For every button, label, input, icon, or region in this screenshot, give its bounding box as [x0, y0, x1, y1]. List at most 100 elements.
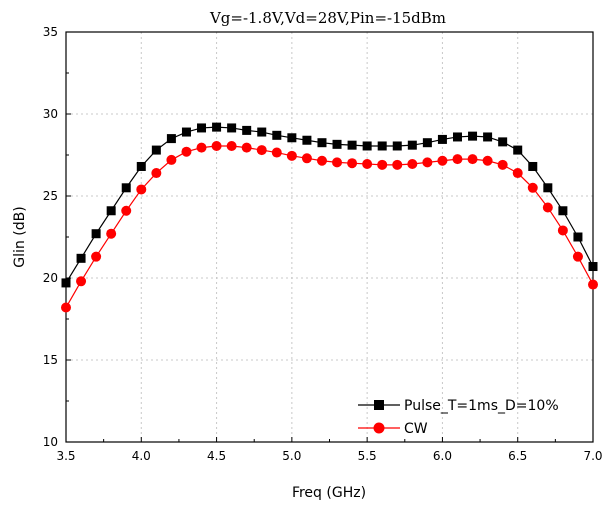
data-point-pulse: [272, 130, 282, 140]
data-point-cw: [241, 142, 252, 153]
data-point-cw: [196, 142, 207, 153]
series-group: [61, 122, 598, 313]
data-point-cw: [61, 302, 71, 313]
chart-title: Vg=-1.8V,Vd=28V,Pin=-15dBm: [209, 9, 446, 27]
data-point-pulse: [212, 122, 222, 132]
data-point-cw: [181, 146, 192, 157]
data-point-cw: [467, 154, 478, 165]
data-point-pulse: [588, 262, 598, 272]
grid: [66, 32, 593, 442]
data-point-cw: [316, 155, 327, 166]
data-point-cw: [301, 153, 312, 164]
data-point-pulse: [573, 232, 583, 242]
y-tick-label: 35: [43, 25, 58, 39]
data-point-cw: [392, 159, 403, 170]
data-point-pulse: [257, 127, 267, 137]
y-tick-label: 10: [43, 435, 58, 449]
data-point-cw: [166, 154, 177, 165]
y-axis-label: Glin (dB): [12, 206, 28, 267]
data-point-cw: [347, 158, 358, 169]
data-point-cw: [121, 205, 132, 216]
data-point-cw: [482, 155, 493, 166]
data-point-pulse: [106, 206, 116, 216]
data-point-pulse: [227, 123, 237, 133]
x-tick-label: 4.0: [132, 449, 151, 463]
data-point-pulse: [332, 139, 342, 149]
data-point-cw: [271, 147, 282, 158]
data-point-cw: [332, 157, 343, 168]
x-tick-label: 6.5: [508, 449, 527, 463]
data-point-pulse: [287, 133, 297, 143]
legend-label-cw: CW: [404, 421, 428, 437]
data-point-pulse: [377, 141, 387, 151]
data-point-cw: [151, 168, 162, 179]
data-point-cw: [527, 182, 538, 193]
y-axis: 10 15 20 25 30 35: [43, 25, 71, 449]
x-tick-label: 7.0: [583, 449, 602, 463]
data-point-pulse: [558, 206, 568, 216]
data-point-cw: [437, 155, 448, 166]
x-tick-label: 5.0: [282, 449, 301, 463]
data-point-pulse: [392, 141, 402, 151]
data-point-cw: [497, 159, 508, 170]
data-point-cw: [136, 184, 147, 195]
data-point-pulse: [513, 145, 523, 155]
data-point-cw: [226, 140, 237, 151]
data-point-cw: [76, 276, 87, 287]
x-tick-label: 6.0: [433, 449, 452, 463]
data-point-cw: [362, 159, 373, 170]
data-point-pulse: [242, 125, 252, 135]
legend: Pulse_T=1ms_D=10% CW: [358, 398, 559, 437]
data-point-pulse: [181, 127, 191, 137]
data-point-pulse: [452, 132, 462, 142]
data-point-cw: [588, 279, 598, 290]
x-axis-label: Freq (GHz): [292, 485, 366, 501]
data-point-pulse: [468, 131, 478, 141]
legend-label-pulse: Pulse_T=1ms_D=10%: [404, 398, 559, 414]
x-tick-label: 3.5: [56, 449, 75, 463]
y-tick-label: 15: [43, 353, 58, 367]
x-tick-label: 4.5: [207, 449, 226, 463]
data-point-pulse: [197, 123, 207, 133]
data-point-cw: [256, 145, 267, 156]
data-point-pulse: [61, 278, 71, 288]
data-point-cw: [377, 159, 388, 170]
data-point-pulse: [362, 141, 372, 151]
data-point-pulse: [437, 134, 447, 144]
y-tick-label: 25: [43, 189, 58, 203]
data-point-pulse: [422, 138, 432, 148]
data-point-pulse: [121, 183, 131, 193]
data-point-pulse: [317, 138, 327, 148]
data-point-pulse: [498, 137, 508, 147]
data-point-cw: [422, 157, 433, 168]
data-point-pulse: [76, 253, 86, 263]
data-point-cw: [286, 150, 297, 161]
data-point-pulse: [483, 132, 493, 142]
data-point-pulse: [136, 161, 146, 171]
y-tick-label: 30: [43, 107, 58, 121]
data-point-pulse: [151, 145, 161, 155]
data-point-cw: [91, 251, 102, 262]
data-point-pulse: [166, 134, 176, 144]
data-point-cw: [512, 168, 523, 179]
data-point-pulse: [347, 140, 357, 150]
legend-marker-cw: [373, 422, 385, 434]
data-point-cw: [557, 225, 568, 236]
plot-frame: [65, 31, 594, 443]
x-tick-label: 5.5: [358, 449, 377, 463]
data-point-cw: [211, 140, 222, 151]
data-point-pulse: [91, 229, 101, 239]
data-point-pulse: [543, 183, 553, 193]
data-point-cw: [542, 202, 553, 213]
data-point-cw: [106, 228, 117, 239]
data-point-cw: [572, 251, 583, 262]
legend-marker-pulse: [374, 400, 384, 410]
data-point-pulse: [528, 161, 538, 171]
x-axis: 3.5 4.0 4.5 5.0 5.5 6.0 6.5 7.0: [56, 437, 602, 463]
data-point-cw: [452, 154, 463, 165]
data-point-cw: [407, 159, 418, 170]
data-point-pulse: [407, 140, 417, 150]
data-point-pulse: [302, 135, 312, 145]
y-tick-label: 20: [43, 271, 58, 285]
